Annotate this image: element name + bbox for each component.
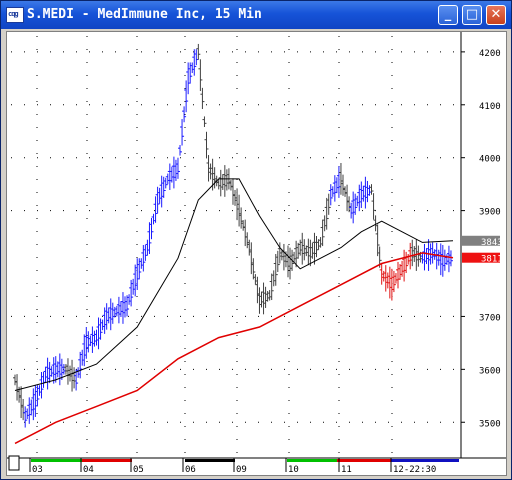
app-icon-label: cqg (8, 10, 19, 18)
fast-ma-line (14, 178, 454, 391)
x-tick-label: 12-22:30 (393, 465, 436, 475)
x-tick-label: 06 (185, 465, 196, 475)
last-price-badge (462, 252, 500, 263)
last-price-label: 3811 (481, 255, 503, 265)
y-tick-label: 3500 (479, 419, 501, 429)
minimize-button[interactable]: _ (438, 5, 458, 25)
x-tick-label: 10 (288, 465, 299, 475)
title-bar[interactable]: cqg S.MEDI - MedImmune Inc, 15 Min _ □ ✕ (1, 1, 511, 29)
scroll-thumb[interactable] (8, 455, 20, 471)
slow-ma-line (14, 252, 454, 445)
y-tick-label: 3900 (479, 208, 501, 218)
close-icon: ✕ (490, 7, 502, 22)
x-axis-color-segment (82, 459, 132, 462)
x-axis-color-segment (11, 459, 31, 462)
cqg-app-icon[interactable]: cqg (6, 7, 24, 23)
minimize-icon: _ (444, 7, 452, 22)
x-tick-label: 05 (133, 465, 144, 475)
y-tick-label: 4000 (479, 155, 501, 165)
x-axis-color-segment (337, 459, 391, 462)
x-tick-label: 09 (236, 465, 247, 475)
x-axis-color-segment (31, 459, 82, 462)
ma-value-label: 3843 (481, 238, 503, 248)
close-button[interactable]: ✕ (486, 5, 506, 25)
y-tick-label: 3700 (479, 313, 501, 323)
x-axis-color-segment (287, 459, 337, 462)
x-axis-color-segment (391, 459, 459, 462)
chart-area[interactable]: 4200 4100 4000 3900 3700 3600 3500 3843 3811 03 04… (6, 31, 507, 476)
x-axis-color-segment (132, 459, 185, 462)
x-tick-label: 11 (341, 465, 352, 475)
x-axis-color-segment (185, 459, 235, 462)
maximize-button[interactable]: □ (462, 5, 482, 25)
y-tick-label: 4100 (479, 102, 501, 112)
x-tick-label: 04 (83, 465, 94, 475)
y-tick-label: 3600 (479, 366, 501, 376)
x-axis-color-segment (235, 459, 287, 462)
ma-value-badge (462, 235, 500, 246)
y-tick-label: 4200 (479, 49, 501, 59)
x-tick-label: 03 (32, 465, 43, 475)
maximize-icon: □ (465, 7, 479, 22)
price-chart[interactable]: 4200 4100 4000 3900 3700 3600 3500 3843 3811 03 04… (7, 32, 506, 475)
window-title: S.MEDI - MedImmune Inc, 15 Min (27, 7, 262, 22)
